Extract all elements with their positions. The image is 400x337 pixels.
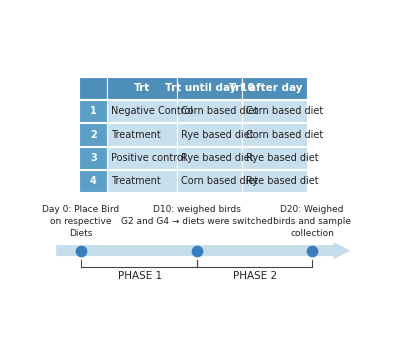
FancyBboxPatch shape [80, 100, 107, 122]
FancyBboxPatch shape [242, 147, 307, 169]
Text: 4: 4 [90, 176, 97, 186]
FancyBboxPatch shape [80, 77, 107, 99]
FancyBboxPatch shape [80, 123, 107, 146]
Text: Corn based diet: Corn based diet [181, 176, 258, 186]
FancyBboxPatch shape [177, 100, 242, 122]
Text: 1: 1 [90, 106, 97, 116]
Text: Trt: Trt [134, 83, 150, 93]
FancyBboxPatch shape [242, 123, 307, 146]
Polygon shape [56, 242, 351, 259]
Text: Corn based diet: Corn based diet [246, 106, 323, 116]
FancyBboxPatch shape [242, 77, 307, 99]
Text: Corn based diet: Corn based diet [181, 106, 258, 116]
Text: Trt until day 10: Trt until day 10 [165, 83, 254, 93]
FancyBboxPatch shape [107, 100, 177, 122]
Text: 2: 2 [90, 129, 97, 140]
Text: Rye based diet: Rye based diet [246, 153, 318, 163]
Text: D10: weighed birds
G2 and G4 → diets were switched: D10: weighed birds G2 and G4 → diets wer… [121, 205, 273, 226]
FancyBboxPatch shape [80, 147, 107, 169]
Text: Positive control: Positive control [111, 153, 186, 163]
FancyBboxPatch shape [107, 147, 177, 169]
FancyBboxPatch shape [177, 170, 242, 192]
Text: Corn based diet: Corn based diet [246, 129, 323, 140]
Text: Treatment: Treatment [111, 176, 161, 186]
Text: Negative Control: Negative Control [111, 106, 193, 116]
FancyBboxPatch shape [242, 100, 307, 122]
Text: Treatment: Treatment [111, 129, 161, 140]
Text: Trt after day 10: Trt after day 10 [229, 83, 320, 93]
Text: PHASE 2: PHASE 2 [232, 271, 277, 281]
Point [194, 248, 200, 253]
Text: PHASE 1: PHASE 1 [118, 271, 162, 281]
FancyBboxPatch shape [107, 123, 177, 146]
FancyBboxPatch shape [107, 77, 177, 99]
FancyBboxPatch shape [177, 77, 242, 99]
Point [78, 248, 84, 253]
FancyBboxPatch shape [177, 123, 242, 146]
FancyBboxPatch shape [80, 170, 107, 192]
Text: Rye based diet: Rye based diet [246, 176, 318, 186]
Text: Rye based diet: Rye based diet [181, 153, 254, 163]
FancyBboxPatch shape [177, 147, 242, 169]
Text: 3: 3 [90, 153, 97, 163]
FancyBboxPatch shape [242, 170, 307, 192]
Text: D20: Weighed
birds and sample
collection: D20: Weighed birds and sample collection [273, 205, 351, 238]
FancyBboxPatch shape [107, 170, 177, 192]
Text: Day 0: Place Bird
on respective
Diets: Day 0: Place Bird on respective Diets [42, 205, 120, 238]
Text: Rye based diet: Rye based diet [181, 129, 254, 140]
Point [309, 248, 315, 253]
